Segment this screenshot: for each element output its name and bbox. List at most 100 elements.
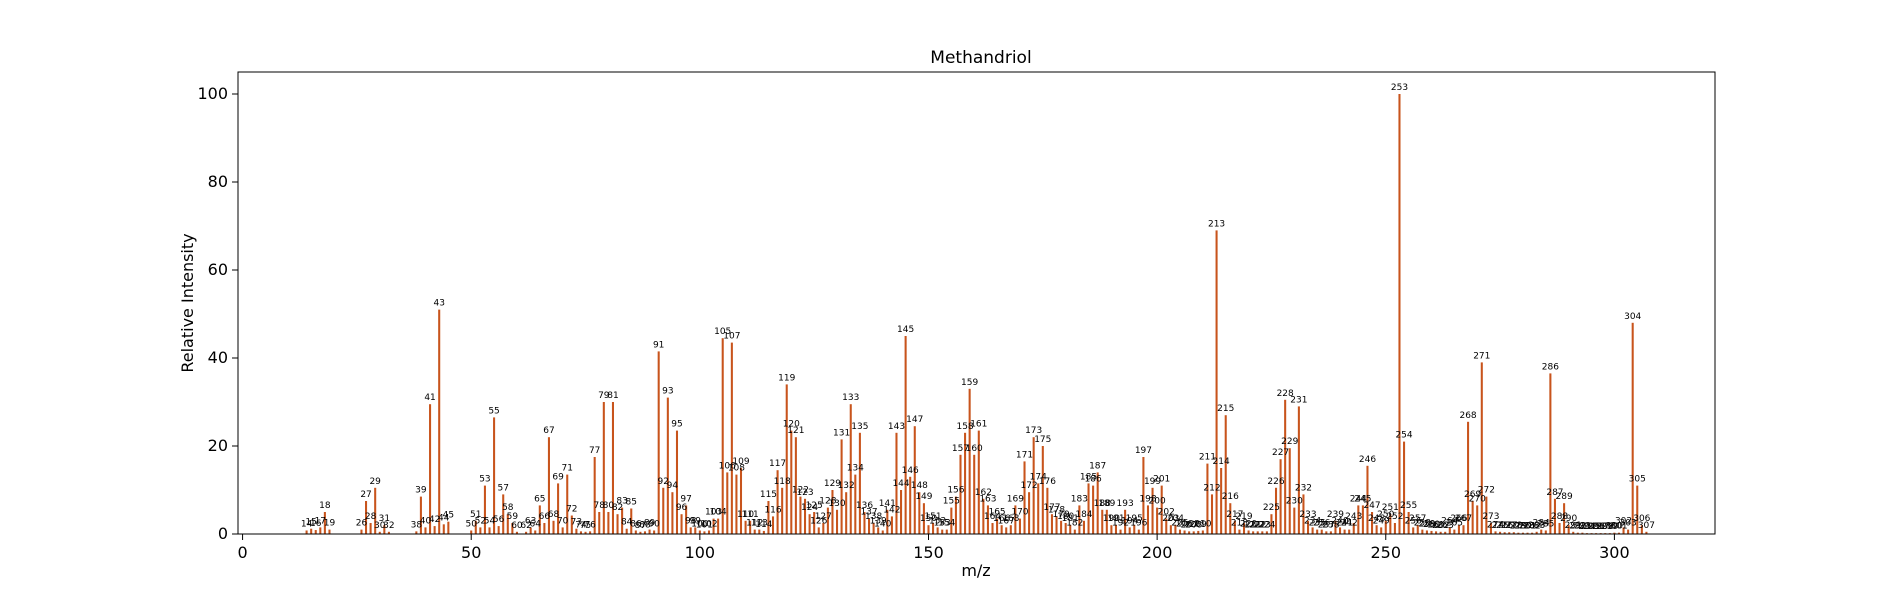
bar-mz-282: [1531, 532, 1534, 534]
bar-mz-142: [890, 516, 893, 534]
y-tick-label: 80: [208, 172, 228, 191]
bar-mz-186: [1092, 485, 1095, 534]
bar-mz-163: [986, 505, 989, 534]
bar-mz-162: [982, 498, 985, 534]
bar-mz-144: [900, 490, 903, 534]
peak-label-mz-255: 255: [1400, 501, 1417, 511]
peak-label-mz-209: 209: [1190, 520, 1207, 530]
peak-label-mz-263: 263: [1437, 521, 1454, 531]
bar-mz-93: [666, 397, 669, 534]
peak-label-mz-108: 108: [728, 464, 745, 474]
bar-mz-243: [1352, 523, 1355, 534]
bar-mz-124: [808, 514, 811, 534]
bar-mz-74: [579, 531, 582, 534]
peak-label-mz-299: 299: [1601, 522, 1618, 532]
bar-mz-26: [360, 529, 363, 534]
y-tick-label: 20: [208, 436, 228, 455]
bar-mz-77: [593, 457, 596, 534]
bar-mz-236: [1320, 529, 1323, 534]
peak-label-mz-200: 200: [1149, 497, 1166, 507]
bar-mz-193: [1124, 509, 1127, 534]
peak-label-mz-115: 115: [760, 490, 777, 500]
peak-label-mz-100: 100: [691, 519, 708, 529]
peak-label-mz-220: 220: [1240, 519, 1257, 529]
peak-label-mz-213: 213: [1208, 219, 1225, 229]
bar-mz-135: [858, 432, 861, 534]
peak-label-mz-235: 235: [1309, 519, 1326, 529]
bar-mz-269: [1471, 501, 1474, 534]
peak-label-mz-74: 74: [575, 520, 587, 530]
bar-mz-293: [1581, 532, 1584, 534]
peak-label-mz-253: 253: [1391, 83, 1408, 93]
bar-mz-92: [662, 487, 665, 534]
peak-label-mz-120: 120: [783, 420, 800, 430]
peak-label-mz-158: 158: [956, 422, 973, 432]
bar-mz-223: [1261, 531, 1264, 534]
bar-mz-137: [868, 518, 871, 534]
bar-mz-221: [1252, 531, 1255, 534]
bar-mz-198: [1146, 505, 1150, 534]
peak-label-mz-207: 207: [1181, 520, 1198, 530]
bar-mz-197: [1142, 457, 1145, 534]
peak-label-mz-76: 76: [584, 520, 596, 530]
peak-label-mz-227: 227: [1272, 448, 1289, 458]
peak-label-mz-254: 254: [1395, 431, 1412, 441]
y-tick-label: 100: [197, 84, 228, 103]
bar-mz-154: [945, 529, 948, 534]
peak-label-mz-306: 306: [1633, 514, 1650, 524]
peak-label-mz-154: 154: [938, 519, 955, 529]
bar-mz-240: [1339, 527, 1342, 534]
bar-mz-134: [854, 474, 857, 534]
peak-label-mz-290: 290: [1560, 514, 1577, 524]
peak-label-mz-152: 152: [929, 516, 946, 526]
bar-mz-127: [822, 523, 825, 534]
peak-label-mz-134: 134: [847, 464, 864, 474]
peak-label-mz-201: 201: [1153, 475, 1170, 485]
peak-label-mz-62: 62: [520, 521, 531, 531]
bar-mz-75: [584, 531, 587, 534]
peak-label-mz-88: 88: [639, 520, 651, 530]
peak-label-mz-194: 194: [1121, 516, 1138, 526]
peak-label-mz-289: 289: [1556, 492, 1573, 502]
peak-label-mz-148: 148: [911, 481, 928, 491]
bar-mz-32: [387, 531, 390, 534]
peak-label-mz-29: 29: [369, 477, 381, 487]
bar-mz-178: [1055, 516, 1058, 534]
bar-mz-182: [1073, 529, 1076, 534]
bar-mz-226: [1274, 487, 1278, 534]
peak-label-mz-92: 92: [658, 477, 669, 487]
bar-mz-130: [836, 509, 839, 534]
bar-mz-187: [1096, 472, 1099, 534]
peak-label-mz-125: 125: [806, 501, 823, 511]
bar-mz-53: [483, 485, 486, 534]
x-tick-label: 250: [1370, 543, 1401, 562]
peak-label-mz-292: 292: [1569, 522, 1586, 532]
bar-mz-275: [1499, 531, 1502, 534]
peak-label-mz-248: 248: [1368, 514, 1385, 524]
bar-mz-259: [1425, 530, 1428, 534]
bar-mz-106: [726, 472, 729, 534]
peak-label-mz-66: 66: [539, 512, 551, 522]
bar-mz-215: [1224, 415, 1227, 534]
plot-frame: [237, 71, 1716, 535]
peak-label-mz-160: 160: [966, 444, 983, 454]
bar-mz-185: [1087, 483, 1090, 534]
peak-label-mz-167: 167: [998, 516, 1015, 526]
bar-mz-267: [1462, 525, 1465, 534]
x-tick-label: 200: [1142, 543, 1173, 562]
bar-mz-279: [1517, 532, 1520, 534]
peak-label-mz-185: 185: [1080, 472, 1097, 482]
y-tick-label: 40: [208, 348, 228, 367]
peak-label-mz-206: 206: [1176, 519, 1193, 529]
bar-mz-121: [794, 437, 797, 534]
bar-mz-118: [781, 487, 784, 534]
peak-label-mz-166: 166: [993, 514, 1010, 524]
bar-mz-303: [1627, 529, 1630, 534]
bar-mz-173: [1032, 437, 1035, 534]
peak-label-mz-131: 131: [833, 428, 850, 438]
bar-mz-283: [1535, 531, 1538, 534]
peak-label-mz-105: 105: [714, 327, 731, 337]
peak-label-mz-142: 142: [883, 505, 900, 515]
bar-mz-62: [525, 531, 528, 534]
